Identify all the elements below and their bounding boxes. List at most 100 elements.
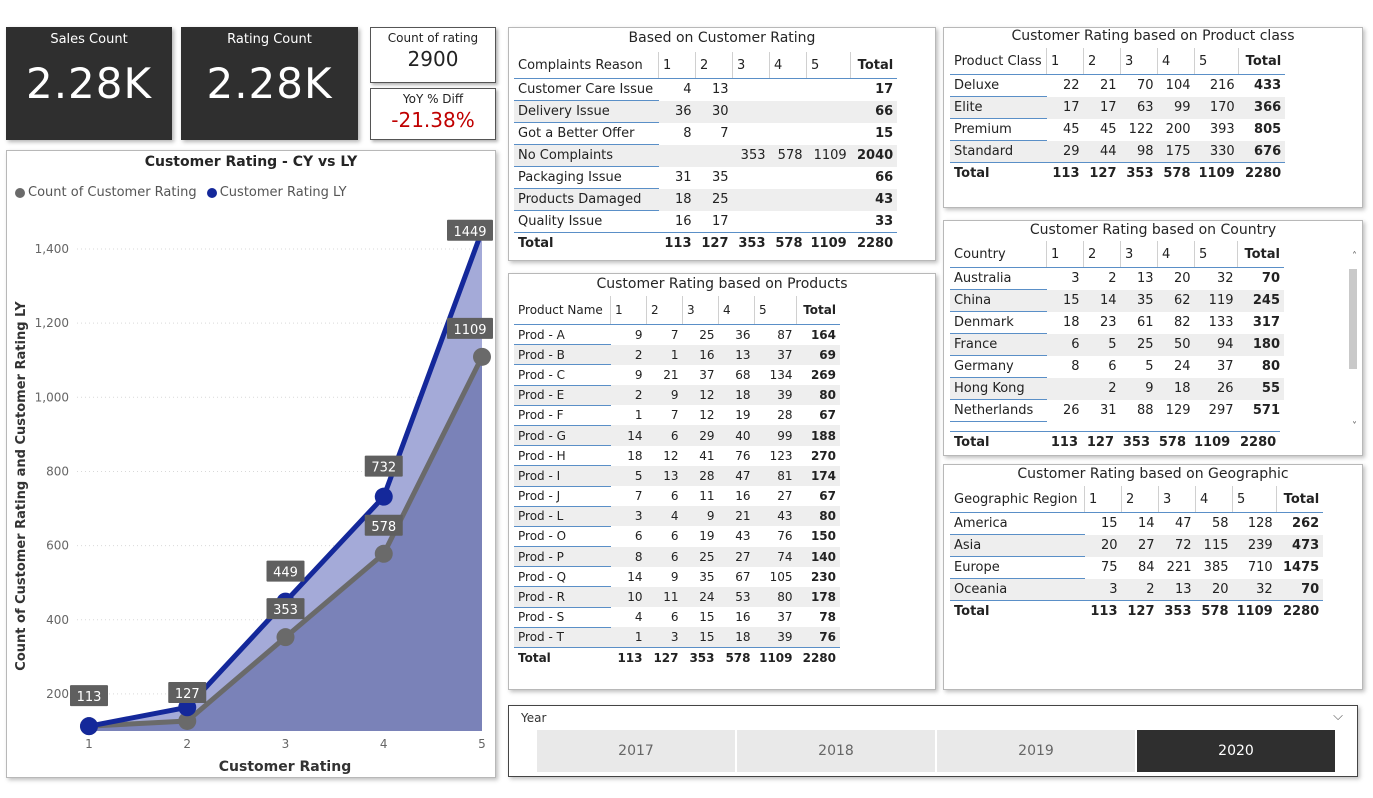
table-cell: 13: [1136, 271, 1154, 287]
year-option-2017[interactable]: 2017: [537, 730, 735, 772]
table-cell: 16: [735, 610, 751, 625]
table-cell: 245: [1237, 289, 1284, 312]
table-cell: 9: [1120, 377, 1158, 400]
column-header[interactable]: 1: [1046, 241, 1084, 268]
column-header[interactable]: 1: [658, 52, 696, 79]
table-cell: [807, 211, 851, 233]
column-header[interactable]: Total: [796, 296, 840, 325]
table-cell: 128: [1247, 516, 1273, 532]
country-scrollbar[interactable]: [1349, 269, 1357, 369]
table-cell: Prod - C: [514, 364, 611, 386]
column-header[interactable]: 5: [1231, 486, 1277, 513]
table-cell: 3: [1084, 578, 1122, 601]
column-header[interactable]: 1: [1084, 486, 1122, 513]
table-cell: 26: [1062, 403, 1080, 418]
column-header[interactable]: 1: [1046, 48, 1084, 75]
column-header[interactable]: 3: [1120, 241, 1158, 268]
table-cell: 25: [699, 327, 715, 342]
column-header[interactable]: 5: [1194, 241, 1238, 268]
column-header[interactable]: 1: [610, 296, 647, 325]
rating-count-value: 2.28K: [206, 59, 333, 108]
column-header[interactable]: 2: [695, 52, 733, 79]
table-cell: 36: [658, 100, 696, 123]
column-header[interactable]: 2: [1083, 48, 1121, 75]
chevron-down-icon[interactable]: ⌵: [1333, 709, 1343, 724]
total-cell: 113: [658, 232, 696, 254]
table-cell: 15: [699, 610, 715, 625]
table-cell: 11: [699, 489, 715, 504]
column-header[interactable]: Total: [1238, 48, 1286, 75]
table-cell: 8: [1071, 359, 1080, 374]
year-option-2019[interactable]: 2019: [937, 730, 1135, 772]
column-header[interactable]: 5: [1193, 48, 1239, 75]
column-header[interactable]: 3: [682, 296, 719, 325]
column-header[interactable]: 5: [805, 52, 851, 79]
table-cell: 129: [1165, 403, 1191, 418]
table-cell: Packaging Issue: [514, 166, 659, 189]
table-cell: 17: [875, 82, 894, 98]
column-header[interactable]: 3: [732, 52, 770, 79]
table-cell: 18: [1062, 315, 1080, 330]
column-header[interactable]: Complaints Reason: [514, 52, 659, 79]
table-cell: 239: [1232, 534, 1277, 557]
year-option-2018[interactable]: 2018: [737, 730, 935, 772]
table-cell: 3: [1071, 271, 1080, 287]
table-cell: 24: [682, 586, 719, 608]
table-cell: Prod - O: [514, 526, 611, 548]
table-cell: 19: [699, 529, 715, 544]
column-header[interactable]: Product Class: [950, 48, 1047, 75]
column-header[interactable]: Country: [950, 241, 1047, 268]
country-table-viewport[interactable]: Country 1 2 3 4 5 Total Australia 3 2 13 20 32 70 Chin…: [944, 241, 1348, 428]
column-header[interactable]: 4: [1157, 241, 1195, 268]
chart-legend: Count of Customer Rating Customer Rating…: [15, 185, 347, 200]
y-tick-label: 1,000: [35, 390, 69, 404]
table-cell: 7: [670, 408, 679, 423]
table-cell: 16: [735, 489, 751, 504]
table-cell: 82: [1173, 315, 1191, 330]
table-cell: 221: [1166, 560, 1192, 575]
table-row: Prod - C 9 21 37 68 134 269: [514, 364, 840, 386]
column-header[interactable]: 3: [1120, 48, 1158, 75]
table-header-row: Product Class 1 2 3 4 5 Total: [950, 48, 1286, 75]
total-cell: 113: [1084, 600, 1122, 622]
column-header[interactable]: 4: [718, 296, 755, 325]
column-header[interactable]: Total: [850, 52, 898, 79]
column-header[interactable]: Total: [1237, 241, 1284, 268]
table-cell: 37: [1216, 359, 1234, 374]
column-header[interactable]: Total: [1276, 486, 1324, 513]
country-total-row: Total 113 127 353 578 1109 2280: [950, 431, 1281, 453]
table-cell: Prod - H: [514, 445, 611, 467]
table-cell: 14: [1083, 289, 1121, 312]
chevron-down-icon[interactable]: ˅: [1352, 421, 1357, 432]
table-cell: [733, 123, 770, 145]
table-cell: 1: [646, 344, 683, 365]
column-header[interactable]: 2: [1083, 241, 1121, 268]
table-cell: 7: [720, 126, 729, 141]
table-row: Asia 20 27 72 115 239 473: [950, 534, 1324, 557]
column-header[interactable]: 4: [1157, 48, 1195, 75]
table-cell: 571: [1252, 403, 1280, 418]
column-header[interactable]: 5: [754, 296, 797, 325]
total-cell: Total: [514, 647, 611, 668]
column-header[interactable]: 4: [769, 52, 807, 79]
table-cell: Got a Better Offer: [514, 122, 659, 145]
year-option-2020[interactable]: 2020: [1137, 730, 1335, 772]
chevron-up-icon[interactable]: ˄: [1352, 251, 1357, 262]
x-axis-title: Customer Rating: [219, 759, 351, 775]
table-cell: France: [950, 333, 1047, 356]
column-header[interactable]: 3: [1158, 486, 1196, 513]
table-cell: 35: [711, 170, 729, 185]
table-cell: 87: [777, 327, 793, 342]
column-header[interactable]: 2: [646, 296, 683, 325]
table-cell: 41: [699, 448, 715, 463]
column-header[interactable]: 4: [1195, 486, 1233, 513]
table-cell: 12: [663, 448, 679, 463]
table-cell: 317: [1252, 315, 1280, 330]
table-row: Prod - Q 14 9 35 67 105 230: [514, 566, 840, 588]
table-cell: 31: [674, 170, 692, 185]
column-header[interactable]: Geographic Region: [950, 486, 1085, 513]
column-header[interactable]: 2: [1121, 486, 1159, 513]
table-cell: 14: [627, 569, 643, 584]
column-header[interactable]: Product Name: [514, 296, 611, 325]
x-tick-label: 1: [85, 737, 93, 751]
